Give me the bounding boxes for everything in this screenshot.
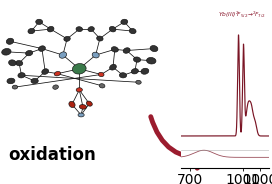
Ellipse shape xyxy=(92,52,99,58)
Ellipse shape xyxy=(99,84,105,88)
Ellipse shape xyxy=(88,27,94,32)
Ellipse shape xyxy=(129,29,136,34)
Ellipse shape xyxy=(78,113,84,117)
Ellipse shape xyxy=(147,57,156,64)
Ellipse shape xyxy=(47,26,54,32)
Ellipse shape xyxy=(26,50,33,56)
Ellipse shape xyxy=(42,69,49,74)
Ellipse shape xyxy=(97,36,103,41)
Text: oxidation: oxidation xyxy=(8,146,96,164)
Ellipse shape xyxy=(134,57,141,62)
Ellipse shape xyxy=(18,73,25,78)
Ellipse shape xyxy=(38,46,45,51)
Ellipse shape xyxy=(53,85,58,89)
Ellipse shape xyxy=(109,26,116,32)
Ellipse shape xyxy=(123,48,130,53)
Ellipse shape xyxy=(6,38,14,44)
Ellipse shape xyxy=(9,60,16,66)
Ellipse shape xyxy=(59,52,67,58)
Ellipse shape xyxy=(54,71,61,76)
Ellipse shape xyxy=(86,101,92,106)
Ellipse shape xyxy=(119,73,127,78)
Ellipse shape xyxy=(111,47,118,52)
Ellipse shape xyxy=(64,36,70,41)
Ellipse shape xyxy=(76,27,82,32)
Ellipse shape xyxy=(7,78,15,84)
Ellipse shape xyxy=(121,19,128,24)
Ellipse shape xyxy=(28,29,35,34)
Ellipse shape xyxy=(69,101,75,107)
Ellipse shape xyxy=(31,78,38,84)
Text: Yb(III)$^2\!F_{5/2}$$\!\rightarrow\!$$^2\!F_{7/2}$: Yb(III)$^2\!F_{5/2}$$\!\rightarrow\!$$^2… xyxy=(218,9,266,19)
FancyArrowPatch shape xyxy=(151,117,208,168)
Ellipse shape xyxy=(141,68,149,74)
Ellipse shape xyxy=(150,45,158,52)
Ellipse shape xyxy=(79,105,86,109)
Ellipse shape xyxy=(72,63,86,74)
Ellipse shape xyxy=(16,61,23,66)
Ellipse shape xyxy=(76,88,82,92)
Ellipse shape xyxy=(98,72,104,77)
Ellipse shape xyxy=(131,69,138,74)
Ellipse shape xyxy=(110,64,116,70)
Ellipse shape xyxy=(2,49,11,55)
Ellipse shape xyxy=(12,85,18,89)
Ellipse shape xyxy=(36,19,43,24)
Ellipse shape xyxy=(136,80,141,84)
